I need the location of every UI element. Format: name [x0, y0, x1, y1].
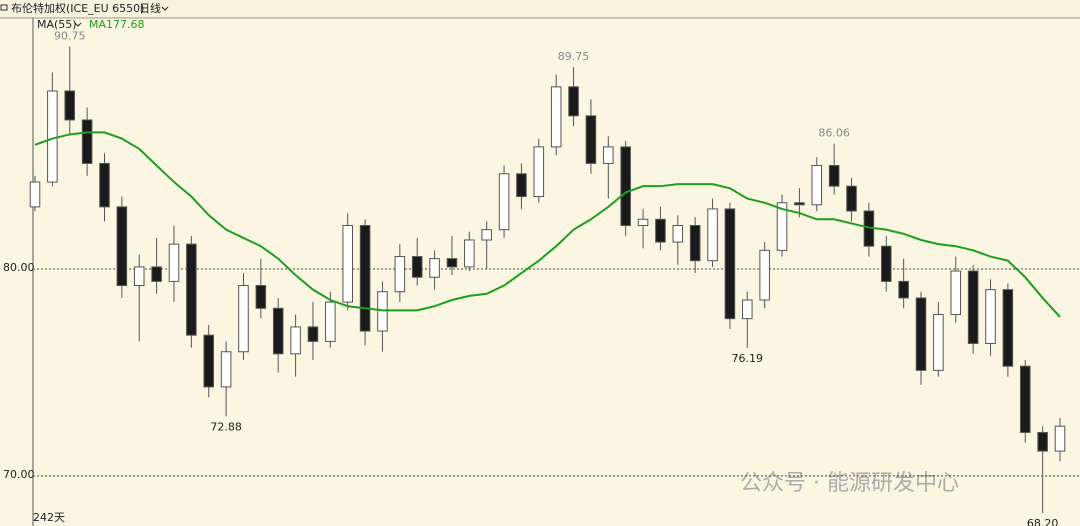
candle-body: [533, 146, 545, 198]
candle-body: [880, 245, 892, 282]
candle-body: [620, 146, 631, 227]
y-tick-label: 70.00: [3, 468, 35, 481]
period-chevron[interactable]: [161, 6, 169, 11]
candle-body: [585, 115, 597, 164]
candle-body: [672, 225, 684, 243]
candle-body: [238, 285, 249, 353]
candle-body: [950, 270, 962, 315]
candle-body: [47, 90, 58, 183]
period-selector[interactable]: 日线: [139, 1, 161, 15]
candle-body: [915, 297, 927, 371]
extreme-label: 86.06: [818, 127, 850, 140]
candle-body: [568, 86, 579, 117]
candle-body: [464, 239, 475, 268]
candle-body: [985, 289, 996, 344]
watermark: 公众号 · 能源研发中心: [740, 471, 959, 496]
candle-body: [290, 326, 301, 355]
candle-body: [116, 206, 128, 287]
indicator-selector[interactable]: MA(55): [37, 18, 77, 31]
candle-body: [1037, 431, 1048, 452]
candle-body: [689, 225, 701, 262]
candle-body: [203, 334, 215, 388]
candle-body: [377, 291, 388, 332]
ma-legend-name: MA1: [89, 18, 113, 31]
candle-body: [99, 162, 110, 208]
candle-body: [342, 225, 353, 303]
candle-body: [828, 164, 840, 187]
candle-body: [272, 307, 284, 355]
candle-body: [81, 119, 93, 164]
candle-body: [811, 164, 823, 206]
candle-body: [742, 299, 753, 320]
candle-body: [29, 181, 41, 208]
candle-body: [933, 313, 944, 371]
candle-body: [133, 266, 145, 287]
candle-body: [168, 243, 180, 282]
ma-line: [34, 131, 1061, 318]
indicator-chevron: [74, 22, 82, 27]
extreme-label: 89.75: [558, 50, 590, 63]
chart-title: 布伦特加权(ICE_EU 6550): [11, 1, 144, 15]
candle-body: [655, 218, 666, 243]
candle-body: [498, 173, 510, 231]
y-tick-label: 80.00: [3, 261, 35, 274]
candle-body: [481, 229, 492, 241]
candle-body: [1002, 289, 1014, 367]
candle-body: [186, 243, 197, 336]
header-bar: [0, 0, 1080, 18]
candle-body: [516, 173, 527, 198]
candle-body: [898, 280, 909, 299]
candle-body: [759, 249, 770, 301]
extreme-label: 72.88: [210, 420, 242, 433]
candle-body: [64, 90, 76, 121]
candle-body: [359, 225, 371, 332]
candle-body: [151, 266, 162, 282]
candle-body: [255, 285, 267, 309]
candle-body: [1054, 425, 1066, 452]
candle-body: [411, 256, 423, 278]
candle-body: [446, 258, 458, 268]
ma-legend-value: 77.68: [113, 18, 145, 31]
candle-body: [967, 270, 979, 344]
candle-body: [637, 218, 649, 227]
candle-body: [394, 256, 406, 293]
extreme-label: 76.19: [732, 352, 764, 365]
candle-body: [550, 86, 562, 148]
candle-body: [1019, 365, 1031, 433]
candle-body: [794, 202, 805, 206]
candle-body: [220, 351, 232, 388]
candle-body: [307, 326, 319, 342]
extreme-label: 68.20: [1027, 517, 1059, 526]
candle-body: [846, 185, 857, 212]
header-icon: [0, 4, 8, 11]
candle-body: [776, 202, 788, 251]
bar-count: 242天: [33, 511, 65, 524]
candle-body: [724, 208, 736, 320]
candle-body: [325, 301, 336, 342]
extreme-label: 90.75: [54, 29, 86, 42]
candle-body: [707, 208, 718, 262]
candle-body: [603, 146, 614, 164]
candle-body: [429, 258, 440, 278]
